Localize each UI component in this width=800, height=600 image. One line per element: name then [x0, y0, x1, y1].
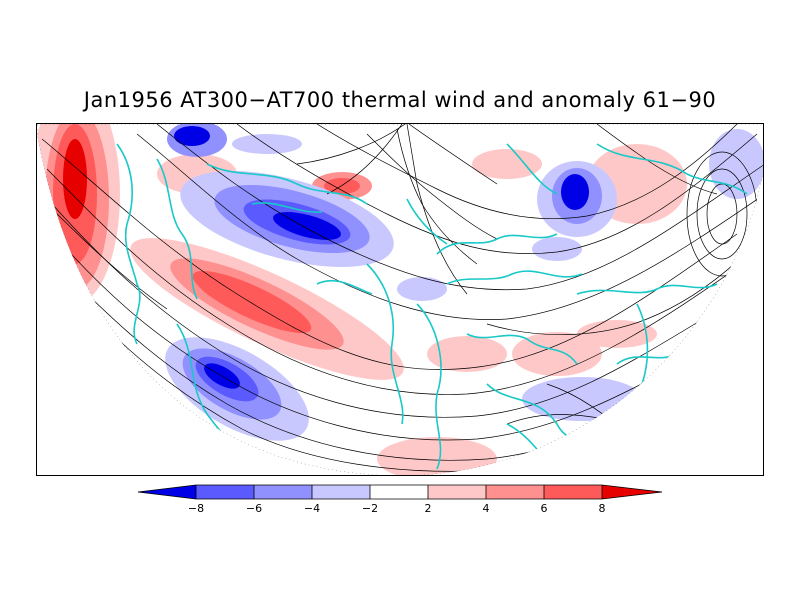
colorbar-segment	[254, 485, 312, 499]
colorbar-segment	[544, 485, 602, 499]
colorbar-label: −8	[187, 502, 205, 515]
colorbar-segment	[312, 485, 370, 499]
colorbar-label: 4	[482, 502, 490, 515]
colorbar-label: 6	[540, 502, 548, 515]
map-canvas	[37, 124, 763, 475]
colorbar-segment	[428, 485, 486, 499]
map-panel	[36, 123, 764, 476]
colorbar-label: −4	[303, 502, 321, 515]
colorbar-segment	[196, 485, 254, 499]
anomaly-field	[37, 124, 763, 475]
colorbar-arrow-low	[138, 485, 196, 499]
colorbar-label: −2	[361, 502, 379, 515]
map-title: Jan1956 AT300−AT700 thermal wind and ano…	[83, 88, 717, 112]
colorbar-label: −6	[245, 502, 263, 515]
colorbar-segment	[486, 485, 544, 499]
colorbar-label: 8	[598, 502, 606, 515]
colorbar-arrow-high	[602, 485, 662, 499]
colorbar-segment	[370, 485, 428, 499]
colorbar-label: 2	[424, 502, 432, 515]
